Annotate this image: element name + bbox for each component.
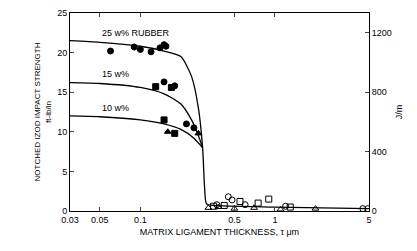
svg-text:1: 1 [272,215,277,225]
svg-text:5: 5 [366,215,371,225]
svg-text:800: 800 [372,87,387,97]
svg-text:15 w%: 15 w% [102,69,129,79]
svg-text:10: 10 [57,127,67,137]
svg-text:MATRIX LIGAMENT THICKNESS, τ μ: MATRIX LIGAMENT THICKNESS, τ μm [140,227,299,237]
svg-text:10 w%: 10 w% [102,103,129,113]
svg-text:0.5: 0.5 [228,215,241,225]
svg-text:J/m: J/m [394,105,404,120]
svg-text:0: 0 [62,206,67,216]
svg-text:20: 20 [57,48,67,58]
svg-text:400: 400 [372,147,387,157]
svg-text:25: 25 [57,8,67,18]
svg-text:0.1: 0.1 [134,215,147,225]
svg-text:25 w% RUBBER: 25 w% RUBBER [102,28,170,38]
svg-text:0.03: 0.03 [61,215,79,225]
svg-text:15: 15 [57,87,67,97]
svg-text:1200: 1200 [372,28,392,38]
svg-text:0: 0 [372,206,377,216]
svg-text:0.05: 0.05 [91,215,109,225]
svg-text:NOTCHED IZOD IMPACT STRENGTHft: NOTCHED IZOD IMPACT STRENGTHft-lb/in [33,42,52,181]
svg-text:5: 5 [62,167,67,177]
